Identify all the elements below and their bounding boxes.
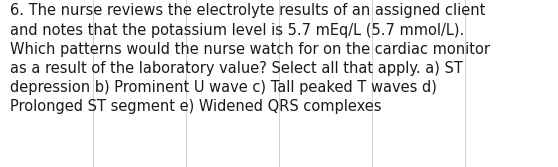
Text: 6. The nurse reviews the electrolyte results of an assigned client
and notes tha: 6. The nurse reviews the electrolyte res… (10, 3, 490, 114)
